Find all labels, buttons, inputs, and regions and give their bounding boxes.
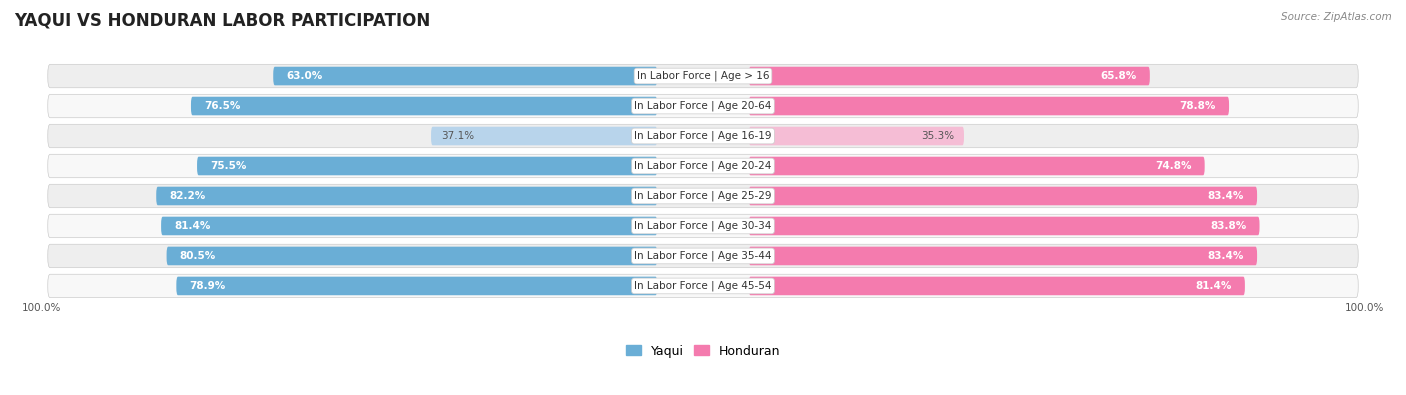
Text: 78.8%: 78.8% [1180, 101, 1216, 111]
Text: YAQUI VS HONDURAN LABOR PARTICIPATION: YAQUI VS HONDURAN LABOR PARTICIPATION [14, 12, 430, 30]
Text: In Labor Force | Age 20-24: In Labor Force | Age 20-24 [634, 161, 772, 171]
FancyBboxPatch shape [48, 124, 1358, 148]
FancyBboxPatch shape [48, 94, 1358, 118]
Text: In Labor Force | Age 25-29: In Labor Force | Age 25-29 [634, 191, 772, 201]
FancyBboxPatch shape [48, 154, 1358, 178]
Text: 100.0%: 100.0% [1346, 303, 1385, 312]
FancyBboxPatch shape [749, 187, 1257, 205]
Text: 76.5%: 76.5% [204, 101, 240, 111]
Text: 81.4%: 81.4% [174, 221, 211, 231]
Text: 80.5%: 80.5% [180, 251, 217, 261]
Text: 83.8%: 83.8% [1211, 221, 1246, 231]
Text: Source: ZipAtlas.com: Source: ZipAtlas.com [1281, 12, 1392, 22]
Text: In Labor Force | Age 20-64: In Labor Force | Age 20-64 [634, 101, 772, 111]
FancyBboxPatch shape [48, 64, 1358, 88]
Text: In Labor Force | Age > 16: In Labor Force | Age > 16 [637, 71, 769, 81]
Text: In Labor Force | Age 45-54: In Labor Force | Age 45-54 [634, 281, 772, 291]
Text: 83.4%: 83.4% [1208, 191, 1244, 201]
Text: In Labor Force | Age 30-34: In Labor Force | Age 30-34 [634, 221, 772, 231]
Text: 74.8%: 74.8% [1156, 161, 1191, 171]
FancyBboxPatch shape [749, 276, 1244, 295]
FancyBboxPatch shape [156, 187, 657, 205]
FancyBboxPatch shape [48, 274, 1358, 298]
FancyBboxPatch shape [166, 246, 657, 265]
Text: In Labor Force | Age 16-19: In Labor Force | Age 16-19 [634, 131, 772, 141]
FancyBboxPatch shape [749, 97, 1229, 115]
Text: 81.4%: 81.4% [1195, 281, 1232, 291]
FancyBboxPatch shape [48, 184, 1358, 208]
Text: 65.8%: 65.8% [1101, 71, 1136, 81]
FancyBboxPatch shape [162, 217, 657, 235]
Text: 78.9%: 78.9% [190, 281, 226, 291]
Text: In Labor Force | Age 35-44: In Labor Force | Age 35-44 [634, 251, 772, 261]
Legend: Yaqui, Honduran: Yaqui, Honduran [621, 340, 785, 363]
FancyBboxPatch shape [48, 214, 1358, 238]
FancyBboxPatch shape [749, 246, 1257, 265]
Text: 100.0%: 100.0% [21, 303, 60, 312]
FancyBboxPatch shape [191, 97, 657, 115]
FancyBboxPatch shape [749, 67, 1150, 85]
FancyBboxPatch shape [197, 157, 657, 175]
FancyBboxPatch shape [273, 67, 657, 85]
FancyBboxPatch shape [176, 276, 657, 295]
FancyBboxPatch shape [48, 244, 1358, 268]
FancyBboxPatch shape [749, 157, 1205, 175]
FancyBboxPatch shape [749, 217, 1260, 235]
Text: 63.0%: 63.0% [287, 71, 322, 81]
Text: 83.4%: 83.4% [1208, 251, 1244, 261]
Text: 82.2%: 82.2% [169, 191, 205, 201]
FancyBboxPatch shape [749, 127, 965, 145]
Text: 37.1%: 37.1% [441, 131, 474, 141]
Text: 75.5%: 75.5% [209, 161, 246, 171]
Text: 35.3%: 35.3% [921, 131, 955, 141]
FancyBboxPatch shape [432, 127, 657, 145]
